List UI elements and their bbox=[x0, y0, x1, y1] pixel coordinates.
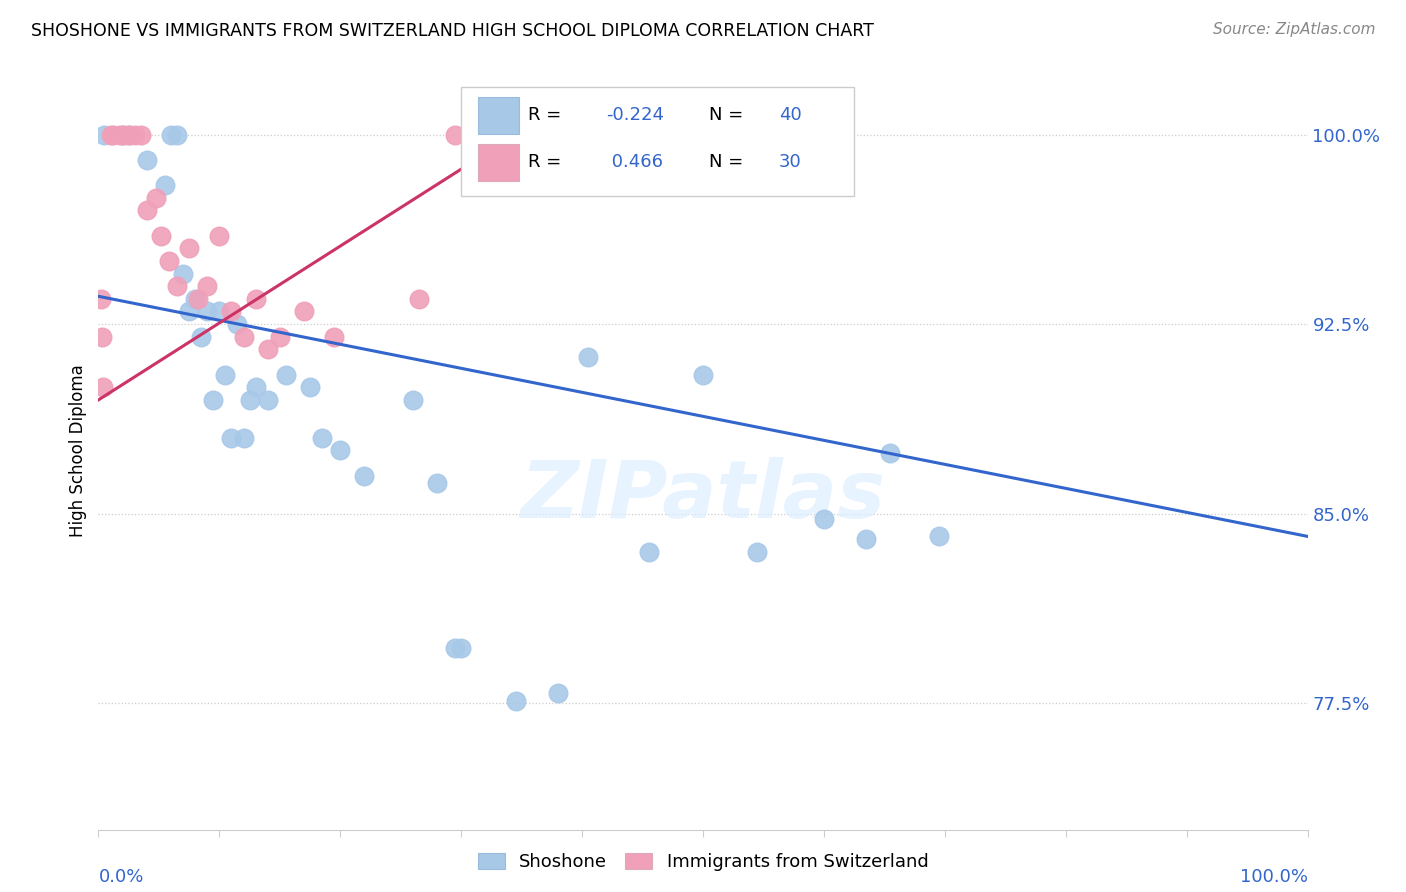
FancyBboxPatch shape bbox=[461, 87, 855, 196]
Point bbox=[426, 476, 449, 491]
Point bbox=[444, 128, 467, 142]
Text: ZIPatlas: ZIPatlas bbox=[520, 457, 886, 535]
Point bbox=[292, 304, 315, 318]
Text: 0.466: 0.466 bbox=[606, 153, 664, 171]
Point bbox=[150, 228, 173, 243]
Point bbox=[101, 128, 124, 142]
Point bbox=[208, 228, 231, 243]
Point bbox=[208, 304, 231, 318]
Point bbox=[637, 544, 659, 558]
Text: 40: 40 bbox=[779, 106, 801, 124]
Point bbox=[226, 317, 249, 331]
Point bbox=[571, 128, 593, 142]
Point bbox=[402, 392, 425, 407]
Point bbox=[221, 431, 243, 445]
Point bbox=[93, 128, 115, 142]
Point bbox=[100, 128, 122, 142]
Text: 100.0%: 100.0% bbox=[1240, 869, 1308, 887]
Point bbox=[256, 392, 278, 407]
Point bbox=[179, 241, 201, 255]
Point bbox=[928, 529, 950, 543]
Point bbox=[190, 329, 212, 343]
Point bbox=[505, 128, 527, 142]
Point bbox=[245, 292, 267, 306]
Point bbox=[153, 178, 176, 192]
Point bbox=[157, 253, 180, 268]
Point bbox=[187, 292, 209, 306]
Point bbox=[90, 292, 112, 306]
Point bbox=[145, 191, 167, 205]
Point bbox=[232, 329, 254, 343]
Point bbox=[353, 468, 375, 483]
Point bbox=[245, 380, 267, 394]
Point bbox=[135, 153, 157, 167]
Point bbox=[179, 304, 201, 318]
Point bbox=[239, 392, 262, 407]
Point bbox=[692, 368, 714, 382]
Text: N =: N = bbox=[709, 153, 749, 171]
Point bbox=[299, 380, 322, 394]
Point bbox=[111, 128, 134, 142]
Point bbox=[269, 329, 291, 343]
Point bbox=[450, 640, 472, 655]
Point bbox=[221, 304, 243, 318]
Point bbox=[879, 446, 901, 460]
Point bbox=[108, 128, 131, 142]
Point bbox=[172, 267, 194, 281]
Point bbox=[202, 392, 225, 407]
Point bbox=[214, 368, 236, 382]
Point bbox=[195, 279, 218, 293]
Point bbox=[91, 329, 114, 343]
Point bbox=[323, 329, 346, 343]
Point bbox=[576, 350, 599, 364]
Text: R =: R = bbox=[527, 153, 567, 171]
Legend: Shoshone, Immigrants from Switzerland: Shoshone, Immigrants from Switzerland bbox=[471, 846, 935, 879]
Point bbox=[124, 128, 146, 142]
Point bbox=[135, 203, 157, 218]
Text: 30: 30 bbox=[779, 153, 801, 171]
Point bbox=[329, 443, 352, 458]
FancyBboxPatch shape bbox=[478, 145, 519, 180]
Text: SHOSHONE VS IMMIGRANTS FROM SWITZERLAND HIGH SCHOOL DIPLOMA CORRELATION CHART: SHOSHONE VS IMMIGRANTS FROM SWITZERLAND … bbox=[31, 22, 873, 40]
FancyBboxPatch shape bbox=[478, 97, 519, 134]
Point bbox=[111, 128, 134, 142]
Text: N =: N = bbox=[709, 106, 749, 124]
Point bbox=[160, 128, 183, 142]
Point bbox=[166, 128, 188, 142]
Point bbox=[129, 128, 152, 142]
Point bbox=[505, 693, 527, 707]
Point bbox=[747, 544, 769, 558]
Point bbox=[195, 304, 218, 318]
Point bbox=[118, 128, 141, 142]
Point bbox=[855, 532, 877, 546]
Point bbox=[444, 640, 467, 655]
Text: R =: R = bbox=[527, 106, 567, 124]
Text: -0.224: -0.224 bbox=[606, 106, 664, 124]
Text: 0.0%: 0.0% bbox=[98, 869, 143, 887]
Text: Source: ZipAtlas.com: Source: ZipAtlas.com bbox=[1212, 22, 1375, 37]
Point bbox=[118, 128, 141, 142]
Y-axis label: High School Diploma: High School Diploma bbox=[69, 364, 87, 537]
Point bbox=[256, 343, 278, 357]
Point bbox=[91, 380, 114, 394]
Point bbox=[311, 431, 333, 445]
Point bbox=[274, 368, 297, 382]
Point bbox=[547, 686, 569, 700]
Point bbox=[232, 431, 254, 445]
Point bbox=[813, 511, 835, 525]
Point bbox=[408, 292, 430, 306]
Point bbox=[184, 292, 207, 306]
Point bbox=[166, 279, 188, 293]
